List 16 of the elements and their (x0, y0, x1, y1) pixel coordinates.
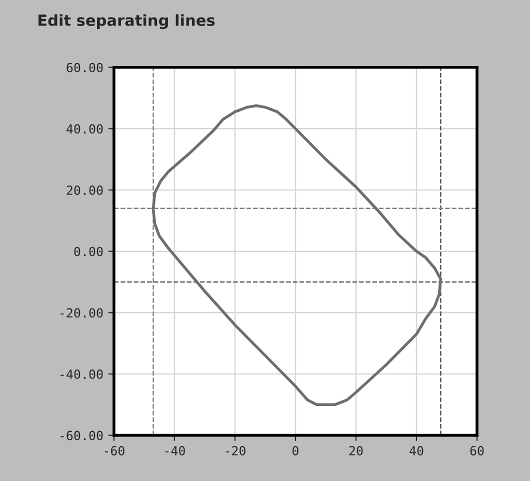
x-tick-label: -60 (104, 446, 124, 456)
y-tick-label: -20.00 (60, 308, 103, 318)
y-tick-label: 20.00 (66, 186, 103, 195)
x-tick-label: -40 (165, 446, 185, 456)
x-tick-label: 40 (410, 446, 424, 456)
y-tick-label: 0.00 (74, 246, 103, 256)
x-tick-label: -20 (226, 446, 246, 456)
line-series (152, 104, 442, 406)
y-tick-label: 60.00 (66, 62, 103, 72)
x-tick-label: 20 (349, 446, 363, 456)
x-tick-label: 60 (470, 446, 484, 456)
x-tick-label: 0 (292, 446, 298, 456)
y-tick-label: 40.00 (66, 124, 103, 134)
chart-title: Edit separating lines (38, 14, 215, 30)
y-tick-label: -60.00 (60, 430, 103, 440)
y-tick-label: -40.00 (60, 369, 103, 379)
